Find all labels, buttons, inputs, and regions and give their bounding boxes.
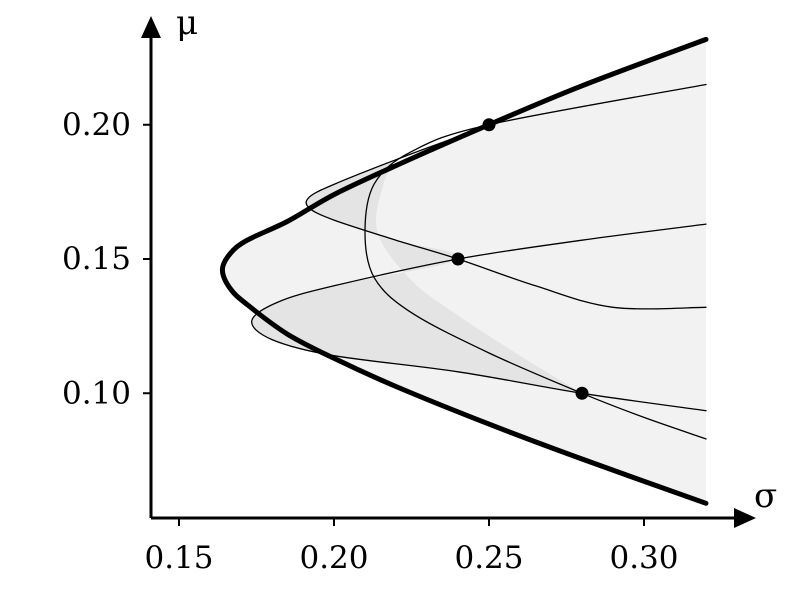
x-tick-label: 0.20: [299, 540, 368, 576]
highlight-point-2: [451, 252, 465, 266]
y-axis-arrow: [141, 16, 161, 38]
inner-region-fill: [251, 159, 582, 394]
y-tick-label: 0.10: [62, 375, 131, 411]
curves: [219, 36, 709, 506]
region-clip-mask: [707, 0, 812, 516]
x-tick-label: 0.30: [609, 540, 678, 576]
highlight-point-1: [482, 118, 496, 132]
curve-inner-frontier-a: [305, 38, 707, 310]
axes: 0.15 0.20 0.25 0.30 0.10 0.15 0.20: [62, 16, 756, 576]
y-axis-label: μ: [176, 3, 198, 43]
outer-region-fill: [222, 39, 706, 504]
y-tick-label: 0.15: [62, 241, 131, 277]
highlight-point-3: [575, 386, 589, 400]
region-fills: [222, 0, 812, 516]
x-axis-label: σ: [754, 476, 777, 516]
highlighted-points: [451, 118, 589, 400]
x-tick-label: 0.15: [144, 540, 213, 576]
y-tick-label: 0.20: [62, 107, 131, 143]
curve-outer-frontier: [219, 36, 709, 506]
curve-inner-frontier-b: [364, 83, 707, 440]
x-axis-arrow: [734, 508, 756, 528]
curve-inner-frontier-c: [251, 223, 707, 412]
x-tick-label: 0.25: [454, 540, 523, 576]
